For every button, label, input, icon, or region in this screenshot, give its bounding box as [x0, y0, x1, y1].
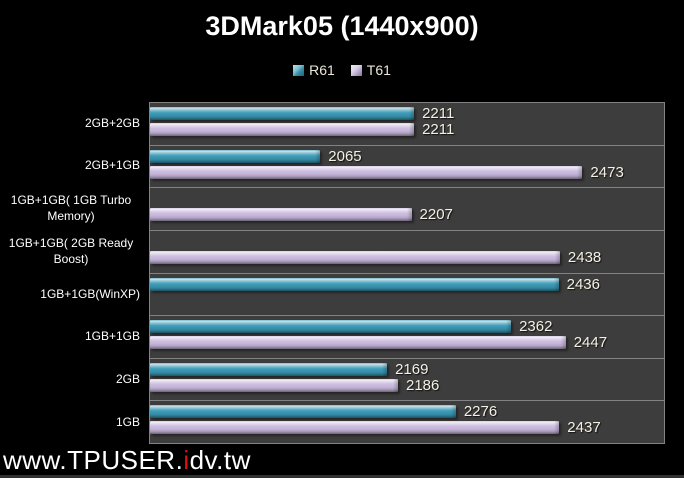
category-label: 1GB+1GB(WinXP)	[40, 286, 140, 301]
bar-t61-2	[150, 208, 412, 222]
legend-item-r61: R61	[293, 63, 335, 77]
legend-label-r61: R61	[309, 62, 335, 78]
bar-t61-7	[150, 421, 560, 435]
category-band: 2065 2473	[150, 146, 664, 189]
category-label: 1GB+1GB	[84, 329, 140, 344]
bar-r61-5	[150, 320, 512, 334]
category-label: 1GB+1GB( 1GB Turbo Memory)	[10, 193, 132, 223]
value-label: 2438	[567, 248, 602, 266]
category-labels: 2GB+2GB 2GB+1GB 1GB+1GB( 1GB Turbo Memory)…	[0, 102, 142, 444]
bar-t61-6	[150, 378, 398, 392]
category-label: 2GB+1GB	[84, 158, 140, 173]
legend-label-t61: T61	[366, 62, 391, 78]
bar-row: 2436	[150, 275, 664, 293]
bar-r61-7	[150, 405, 456, 419]
bar-row: 2438	[150, 248, 664, 266]
bar-row: 2186	[150, 376, 664, 394]
t61-swatch-icon	[350, 64, 362, 76]
category-label: 1GB+1GB( 2GB Ready Boost)	[8, 236, 134, 266]
value-label: 2276	[463, 403, 498, 421]
bar-row	[150, 192, 664, 205]
bar-row: 2447	[150, 334, 664, 352]
value-label: 2447	[573, 334, 608, 352]
value-label: 2473	[590, 163, 624, 181]
category-band: 2436	[150, 274, 664, 317]
category-label: 2GB	[115, 372, 140, 387]
bar-row: 2065	[150, 147, 664, 165]
plot-area: 2211 2211 2065 2473 2207 2438 2436 2362 2447 2169…	[149, 102, 665, 444]
value-label: 2436	[566, 275, 600, 293]
bar-r61-0	[150, 107, 415, 120]
category-band: 2438	[150, 231, 664, 274]
bar-t61-3	[150, 250, 560, 264]
value-label: 2211	[422, 121, 455, 138]
bar-row: 2276	[150, 403, 664, 421]
watermark: www.TPUSER.idv.tw	[3, 445, 251, 476]
bar-t61-1	[150, 165, 583, 179]
category-label: 2GB+2GB	[84, 115, 140, 130]
category-band: 2207	[150, 188, 664, 231]
value-label: 2207	[419, 206, 453, 224]
bar-row: 2211	[150, 105, 664, 122]
value-label: 2169	[395, 360, 429, 378]
legend-item-t61: T61	[350, 62, 391, 78]
watermark-highlight: i	[183, 445, 190, 475]
category-band: 2169 2186	[150, 359, 664, 402]
category-band: 2276 2437	[150, 401, 664, 443]
bar-t61-5	[150, 336, 566, 350]
bar-row: 2207	[150, 206, 664, 224]
legend: R61 T61	[0, 63, 684, 77]
value-label: 2211	[422, 105, 455, 122]
value-label: 2437	[567, 419, 601, 437]
bar-row: 2169	[150, 360, 664, 378]
r61-swatch-icon	[293, 64, 305, 76]
watermark-suffix: dv.tw	[189, 445, 251, 475]
bottom-edge-strip	[0, 475, 684, 478]
bar-row: 2211	[150, 121, 664, 138]
category-label: 1GB	[115, 414, 140, 429]
bar-r61-1	[150, 149, 321, 163]
bar-r61-4	[150, 277, 559, 291]
bar-row	[150, 235, 664, 248]
bar-row	[150, 294, 664, 307]
bar-t61-0	[150, 123, 415, 136]
value-label: 2362	[519, 318, 553, 336]
watermark-prefix: www.TPUSER.	[3, 445, 184, 475]
category-band: 2211 2211	[150, 103, 664, 146]
value-label: 2065	[328, 147, 362, 165]
value-label: 2186	[406, 376, 440, 394]
chart-title: 3DMark05 (1440x900)	[205, 11, 479, 41]
bar-r61-6	[150, 362, 388, 376]
category-band: 2362 2447	[150, 316, 664, 359]
bar-row: 2473	[150, 163, 664, 181]
bar-row: 2437	[150, 419, 664, 437]
bar-row: 2362	[150, 318, 664, 336]
